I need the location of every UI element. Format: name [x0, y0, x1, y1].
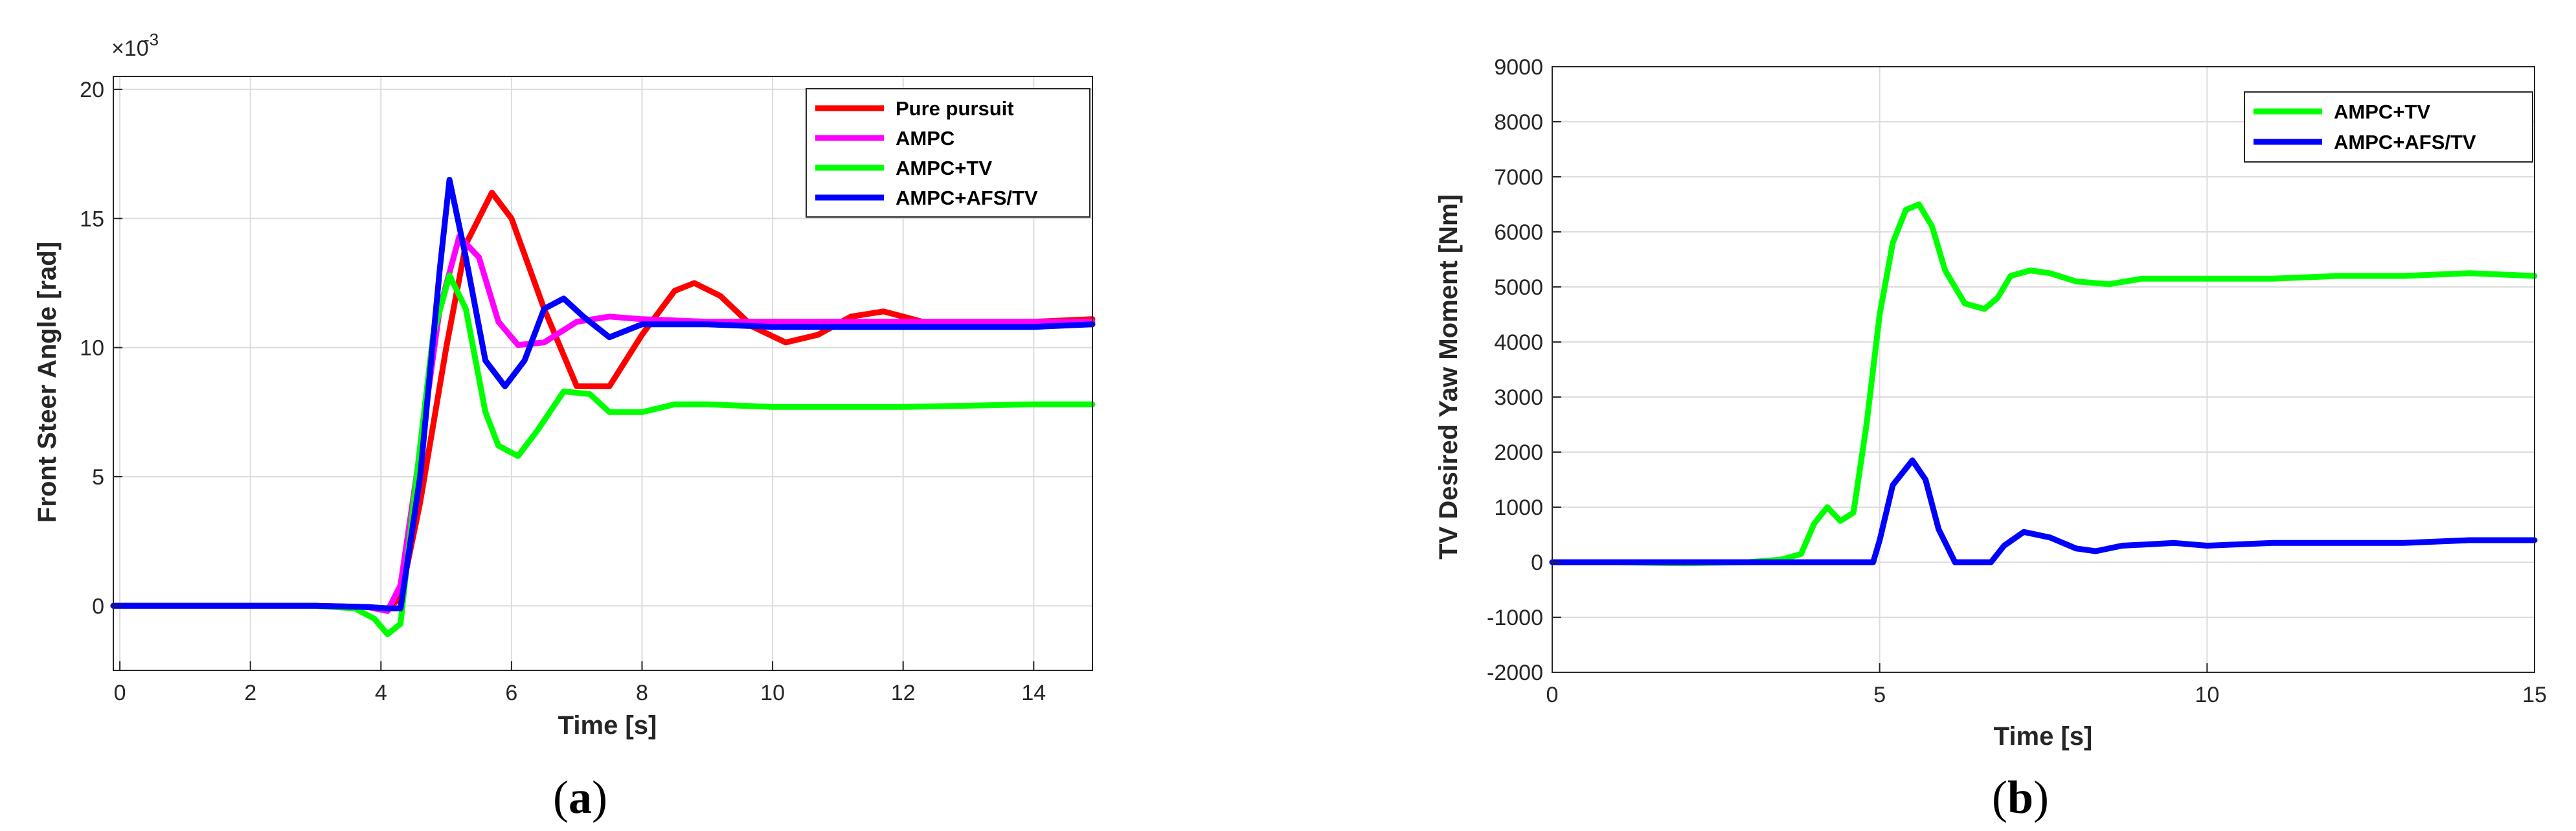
y-axis-label-a: Front Steer Angle [rad] [33, 242, 62, 523]
x-tick-label: 8 [636, 681, 648, 705]
legend-label: Pure pursuit [896, 97, 1014, 120]
exponent-base: ×10 [111, 36, 149, 61]
series-line-pure-pursuit [110, 189, 1096, 611]
x-tick-label: 0 [1546, 683, 1559, 707]
y-tick-label: 3000 [1494, 385, 1543, 410]
x-tick-label: 2 [244, 681, 256, 705]
y-tick-label: 0 [92, 594, 104, 619]
x-axis-label-b: Time [s] [1994, 722, 2093, 751]
legend-label: AMPC+AFS/TV [2334, 131, 2476, 154]
caption-a: (a) [553, 771, 607, 823]
plot-frame-a [113, 76, 1093, 671]
legend-label: AMPC+TV [2334, 100, 2430, 123]
chart-b: 0 5 10 15 -2000 -1000 0 1000 2000 3000 4000 5000 60… [1434, 55, 2547, 823]
exponent-power: -3 [144, 30, 159, 49]
x-axis-label-a: Time [s] [558, 711, 657, 740]
x-tick-label: 6 [505, 681, 517, 705]
y-tick-label: -1000 [1487, 606, 1543, 630]
x-tick-label: 10 [2195, 683, 2219, 707]
y-tick-label: 0 [1531, 551, 1543, 575]
x-tick-label: 4 [375, 681, 387, 705]
series-line-ampc-afs-tv [110, 177, 1096, 611]
y-tick-label: 9000 [1494, 55, 1543, 80]
caption-b: (b) [1992, 771, 2049, 823]
y-tick-label: 5000 [1494, 275, 1543, 300]
series-line-ampc [110, 233, 1096, 614]
y-tick-label: 15 [80, 207, 104, 231]
y-tick-label: 5 [92, 465, 104, 490]
legend-label: AMPC+TV [896, 157, 992, 179]
x-tick-label: 12 [891, 681, 916, 705]
x-tick-label: 14 [1021, 681, 1046, 705]
caption-letter-b: b [2007, 771, 2033, 823]
y-axis-label-b: TV Desired Yaw Moment [Nm] [1434, 194, 1463, 560]
legend-box [2244, 91, 2533, 163]
caption-letter-a: a [569, 771, 592, 823]
x-tick-label: 5 [1873, 683, 1886, 707]
y-tick-label: 4000 [1494, 330, 1543, 355]
chart-a: 0 2 4 6 8 10 12 14 0 5 10 15 20 Time [s] Front Stee… [33, 30, 1096, 823]
axis-exponent-a: ×10 -3 [111, 30, 159, 61]
series-line-ampc-afs-tv [1549, 457, 2538, 565]
legend-label: AMPC+AFS/TV [896, 187, 1038, 209]
x-tick-label: 0 [114, 681, 126, 705]
series-line-ampc-tv [1549, 201, 2538, 567]
y-tick-label: 1000 [1494, 495, 1543, 520]
y-tick-label: 2000 [1494, 440, 1543, 465]
y-tick-label: 20 [80, 78, 104, 102]
y-tick-label: 6000 [1494, 220, 1543, 245]
y-tick-label: 8000 [1494, 110, 1543, 135]
y-tick-label: 10 [80, 336, 104, 361]
plot-frame-b [1552, 66, 2535, 673]
x-tick-label: 10 [760, 681, 785, 705]
legend-label: AMPC [896, 127, 955, 150]
x-tick-label: 15 [2522, 683, 2547, 707]
y-tick-label: 7000 [1494, 165, 1543, 190]
series-line-ampc-tv [110, 272, 1096, 637]
y-tick-label: -2000 [1487, 661, 1543, 685]
